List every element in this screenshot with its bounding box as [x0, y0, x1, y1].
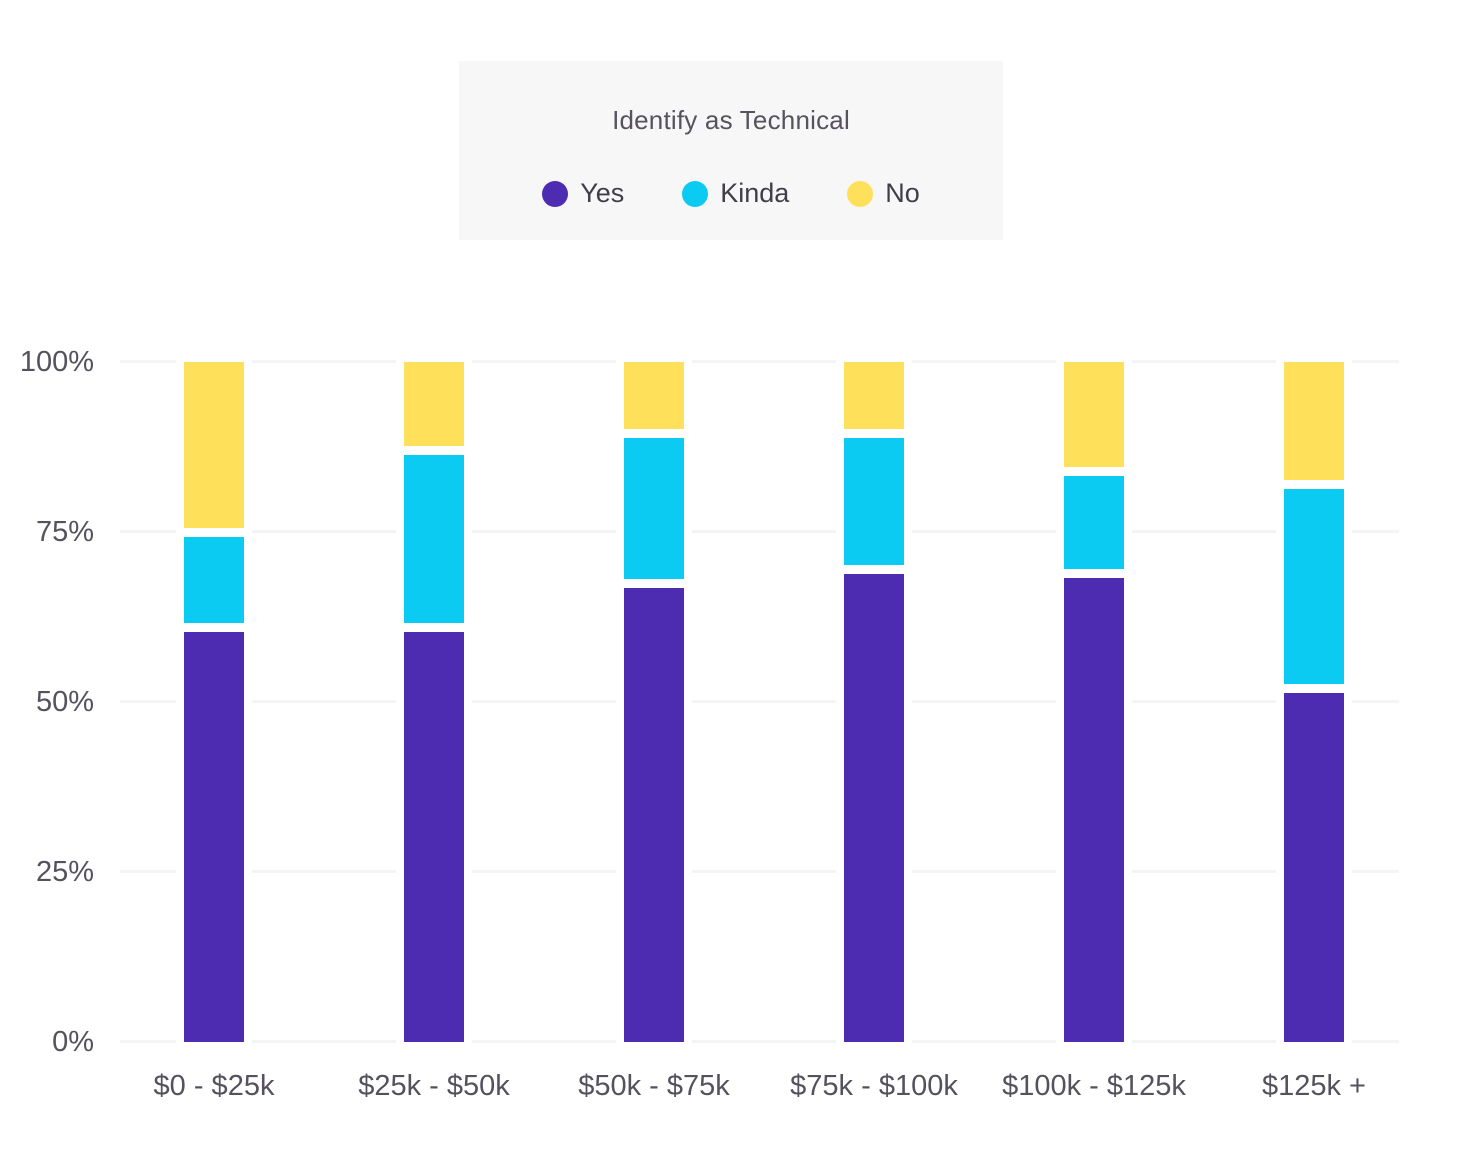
bar-segment-kinda-50k-75k[interactable] — [624, 438, 684, 579]
gridline-0 — [120, 1040, 1399, 1043]
gridline-75 — [120, 530, 1399, 533]
bar-segment-yes-50k-75k[interactable] — [624, 588, 684, 1042]
bar-segment-no-0-25k[interactable] — [184, 362, 244, 528]
legend-swatch-yes — [542, 180, 569, 207]
bar-segment-yes-25k-50k[interactable] — [404, 632, 464, 1042]
bar-segment-no-50k-75k[interactable] — [624, 362, 684, 430]
bar-segment-yes-0-25k[interactable] — [184, 632, 244, 1042]
x-tick-label-50k-75k: $50k - $75k — [578, 1070, 730, 1102]
x-tick-label-25k-50k: $25k - $50k — [358, 1070, 510, 1102]
bar-segment-no-100k-125k[interactable] — [1064, 362, 1124, 467]
bar-segment-yes-125k[interactable] — [1284, 693, 1344, 1042]
bar-segment-kinda-100k-125k[interactable] — [1064, 475, 1124, 569]
y-tick-label-50: 50% — [35, 686, 94, 718]
x-tick-label-100k-125k: $100k - $125k — [1002, 1070, 1186, 1102]
legend-item-label: Yes — [580, 178, 625, 208]
bar-segment-kinda-75k-100k[interactable] — [844, 438, 904, 566]
bar-segment-no-25k-50k[interactable] — [404, 362, 464, 447]
legend-item-yes[interactable]: Yes — [542, 178, 624, 209]
legend-item-kinda[interactable]: Kinda — [682, 178, 789, 209]
legend: Identify as Technical Yes Kinda No — [459, 61, 1003, 240]
x-tick-label-0-25k: $0 - $25k — [153, 1070, 275, 1102]
legend-items: Yes Kinda No — [542, 178, 920, 209]
bar-segment-no-125k[interactable] — [1284, 362, 1344, 481]
gridline-25 — [120, 870, 1399, 873]
bar-segment-no-75k-100k[interactable] — [844, 362, 904, 430]
bar-segment-yes-75k-100k[interactable] — [844, 574, 904, 1042]
gridline-100 — [120, 360, 1399, 363]
legend-swatch-kinda — [682, 180, 709, 207]
bar-segment-kinda-25k-50k[interactable] — [404, 455, 464, 624]
x-tick-label-125k: $125k + — [1261, 1070, 1366, 1102]
legend-item-label: No — [885, 178, 920, 208]
bar-segment-kinda-0-25k[interactable] — [184, 537, 244, 624]
legend-swatch-no — [847, 180, 874, 207]
y-tick-label-0: 0% — [52, 1026, 94, 1058]
legend-title: Identify as Technical — [612, 105, 850, 135]
y-tick-label-100: 100% — [19, 346, 94, 378]
y-tick-label-25: 25% — [35, 856, 94, 888]
bar-segment-kinda-125k[interactable] — [1284, 489, 1344, 685]
gridline-50 — [120, 700, 1399, 703]
legend-item-label: Kinda — [720, 178, 790, 208]
y-tick-label-75: 75% — [35, 516, 94, 548]
legend-item-no[interactable]: No — [847, 178, 920, 209]
bar-segment-yes-100k-125k[interactable] — [1064, 577, 1124, 1042]
x-tick-label-75k-100k: $75k - $100k — [790, 1070, 958, 1102]
